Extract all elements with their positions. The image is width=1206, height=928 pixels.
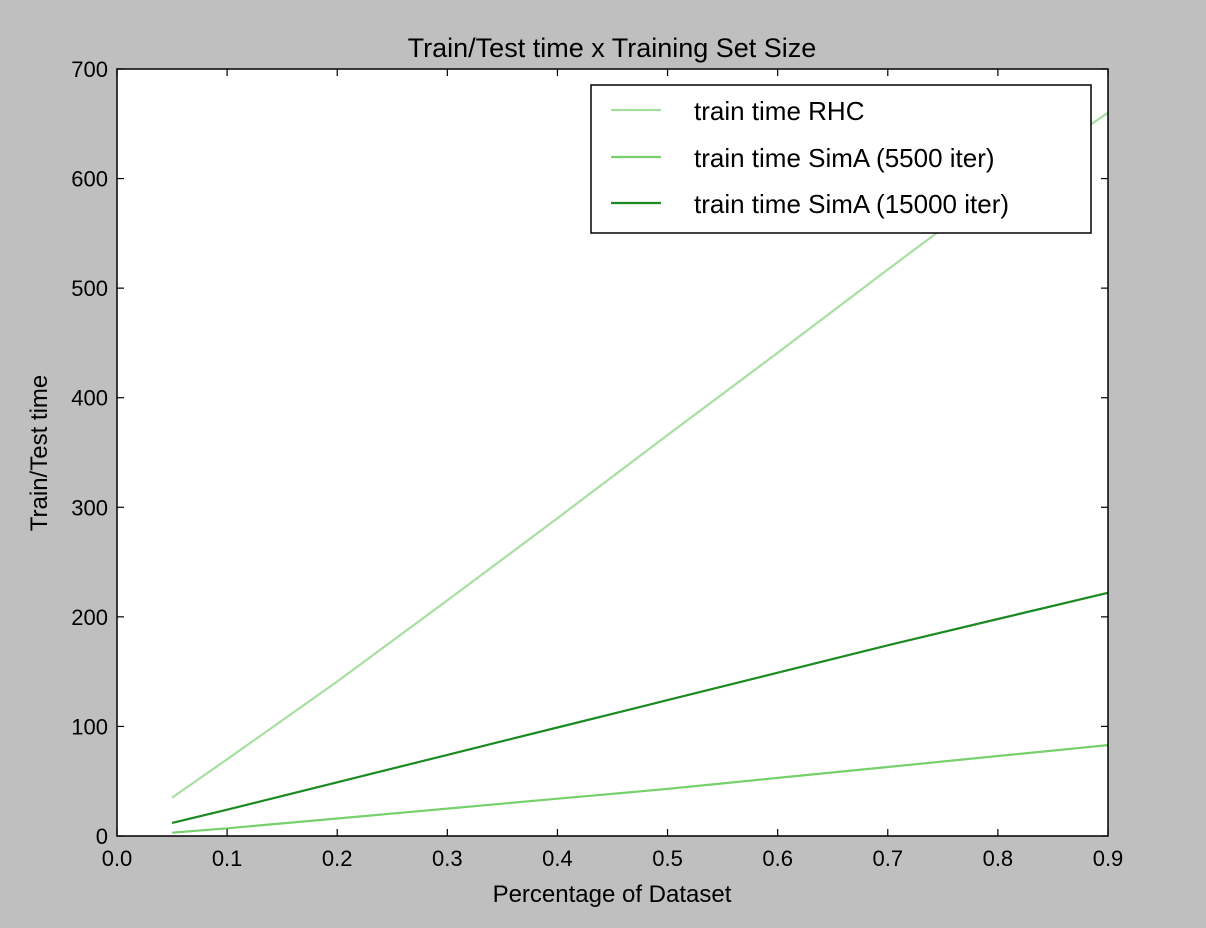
x-tick-label: 0.0 bbox=[102, 846, 133, 871]
y-tick-label: 500 bbox=[71, 276, 108, 301]
x-tick-label: 0.4 bbox=[542, 846, 573, 871]
x-tick-label: 0.5 bbox=[652, 846, 683, 871]
chart-title: Train/Test time x Training Set Size bbox=[408, 33, 817, 63]
legend-box bbox=[590, 84, 1092, 234]
x-tick-label: 0.2 bbox=[322, 846, 353, 871]
series-line-2 bbox=[172, 744, 1109, 834]
x-tick-label: 0.6 bbox=[762, 846, 793, 871]
y-tick-label: 700 bbox=[71, 57, 108, 82]
legend: train time RHC train time SimA (5500 iter… bbox=[590, 84, 1092, 234]
x-tick-label: 0.7 bbox=[872, 846, 903, 871]
x-tick-label: 0.9 bbox=[1093, 846, 1124, 871]
x-axis-label: Percentage of Dataset bbox=[493, 881, 732, 908]
x-tick-label: 0.8 bbox=[983, 846, 1014, 871]
y-tick-label: 0 bbox=[96, 824, 108, 849]
x-tick-label: 0.1 bbox=[212, 846, 243, 871]
legend-label: train time SimA (5500 iter) bbox=[694, 143, 995, 173]
y-tick-label: 600 bbox=[71, 167, 108, 192]
y-tick-label: 400 bbox=[71, 386, 108, 411]
x-tick-label: 0.3 bbox=[432, 846, 463, 871]
plot-frame bbox=[116, 68, 1109, 837]
y-tick-label: 300 bbox=[71, 495, 108, 520]
ticks-layer: 0.0 0.1 0.2 0.3 0.4 0.5 0.6 0.7 0.8 0.9 0 100 200 300… bbox=[71, 57, 1123, 871]
y-tick-label: 200 bbox=[71, 605, 108, 630]
y-tick-label: 100 bbox=[71, 714, 108, 739]
legend-label: train time SimA (15000 iter) bbox=[694, 189, 1009, 219]
series-line-3 bbox=[171, 591, 1109, 824]
y-axis-label: Train/Test time bbox=[26, 375, 53, 531]
legend-label: train time RHC bbox=[694, 96, 864, 126]
